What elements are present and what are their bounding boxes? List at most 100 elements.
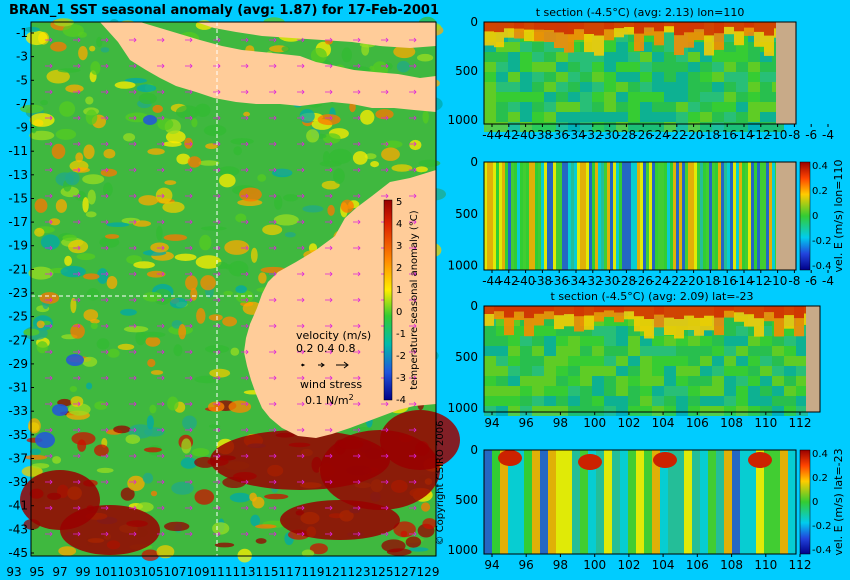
vector-arrow [409,505,417,511]
section-cell [592,102,604,112]
section-x-tick: -42 [499,274,519,288]
sst-hot-patch [280,500,400,540]
map-lon-label: 117 [279,565,302,579]
section-stripe [508,450,516,554]
section-surface-hot-cell [714,306,724,318]
section-cell [640,112,652,122]
vector-arrow [73,479,81,485]
vector-arrow [381,531,389,537]
sst-patch [103,182,113,197]
sst-patch [145,336,161,347]
section-cell [580,122,592,132]
section-cell [496,326,508,336]
sst-patch [51,143,66,159]
section-cell [652,386,664,396]
section-surface-cell [554,22,564,48]
section-stripe [667,162,670,270]
vector-arrow [325,63,333,69]
vector-arrow [45,479,53,485]
section-stripe [739,162,742,270]
vector-arrow [297,323,305,329]
section-x-tick: 100 [583,416,606,430]
section-cell [724,336,736,346]
vector-arrow [45,219,53,225]
vector-arrow [45,349,53,355]
section-stripe [628,450,636,554]
section-surface-cell [634,22,644,52]
section-cell [724,102,736,112]
section-stripe [535,162,538,270]
section-cell [556,366,568,376]
section-x-tick: 100 [583,558,606,572]
section-cell [604,316,616,326]
sst-patch [36,320,45,329]
section-y-tick: 1000 [447,113,478,127]
section-cell [640,102,652,112]
section-cell [652,52,664,62]
sst-patch [164,521,190,532]
section-cell [784,406,796,416]
section-colorbar-tick: 0 [812,497,818,508]
section-cell [604,102,616,112]
vector-arrow [297,89,305,95]
vector-arrow [325,401,333,407]
section-stripe [684,450,692,554]
section-stripe [658,162,661,270]
section-cell [700,336,712,346]
sst-patch [140,331,166,338]
section-surface-hot-cell [794,306,804,319]
vector-arrow [213,115,221,121]
section-cell [484,112,496,122]
vector-arrow [129,401,137,407]
vector-arrow [269,349,277,355]
sst-patch [90,61,101,75]
section-y-tick: 0 [470,155,478,169]
section-cell [664,62,676,72]
vector-arrow [241,219,249,225]
vector-arrow [297,219,305,225]
vector-arrow [73,245,81,251]
section-y-tick: 500 [455,64,478,78]
section-stripe [736,162,739,270]
section-x-tick: 108 [720,416,743,430]
vector-arrow [409,37,417,43]
section-cell [676,82,688,92]
section-stripe [670,162,673,270]
sst-patch [62,234,77,242]
sst-patch [228,400,252,413]
vector-arrow [157,115,165,121]
section-panel: 0 500 1000 94 96 98 100 102 104 106 108 110 112 0.4 0.… [447,443,845,572]
section-panels: t section (-4.5°C) (avg: 2.13) lon=110 0 5… [447,6,845,572]
section-cell [760,366,772,376]
sst-patch [162,201,185,213]
vector-arrow [325,297,333,303]
section-x-tick: -26 [633,128,653,142]
sst-patch [156,545,175,559]
map-lon-label: 119 [302,565,325,579]
section-stripe [572,450,580,554]
section-cell [532,366,544,376]
section-cell [520,102,532,112]
vector-arrow [297,115,305,121]
section-cell [484,366,496,376]
sst-patch [96,467,114,473]
section-cell [772,346,784,356]
vector-arrow [185,219,193,225]
sst-patch [273,214,299,226]
map-lat-label: -43 [8,522,28,536]
vector-arrow [73,219,81,225]
section-cell [556,406,568,416]
section-surface-hot-cell [704,22,714,36]
velocity-legend-arrows [301,361,349,369]
sst-patch [299,109,315,123]
section-cell [664,52,676,62]
section-surface-cell [694,22,704,41]
section-stripe [598,162,601,270]
vector-arrow [269,37,277,43]
section-cell [556,336,568,346]
vector-arrow [353,37,361,43]
section-cell [760,376,772,386]
sst-patch [237,199,263,207]
vector-arrow [269,401,277,407]
section-y-tick: 1000 [447,543,478,557]
